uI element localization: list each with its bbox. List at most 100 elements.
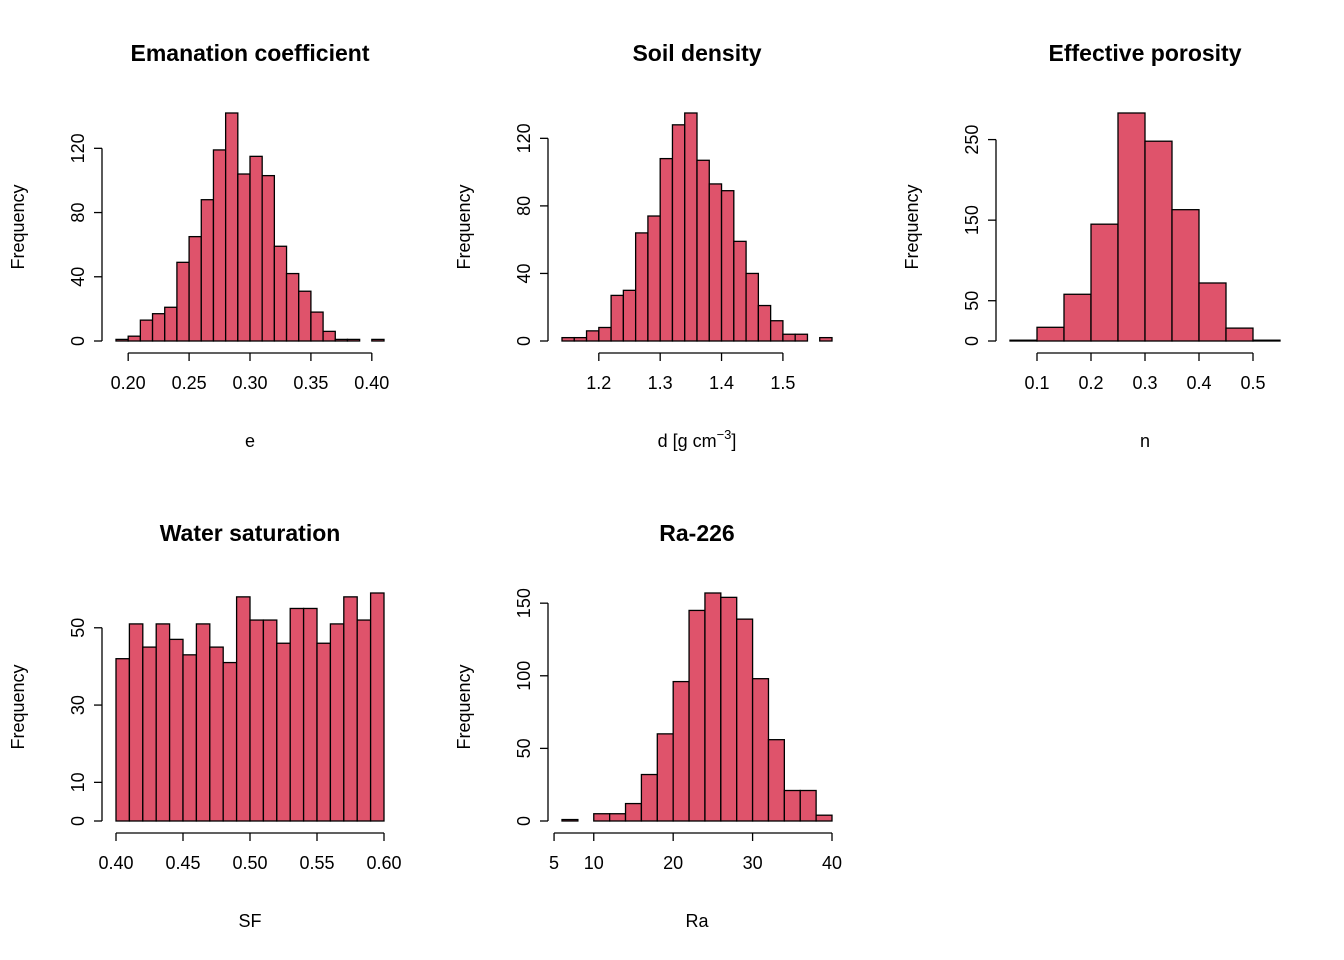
- x-tick-label: 0.30: [232, 373, 267, 393]
- histogram-bar: [1090, 223, 1119, 342]
- histogram-bar: [585, 330, 600, 342]
- histogram-bar: [237, 173, 251, 342]
- histogram-panel-1: Emanation coefficient 0.20 0.25 0.30 0.35 0.4…: [8, 40, 389, 451]
- y-tick-label: 0: [514, 336, 534, 346]
- histogram-bar: [1144, 140, 1173, 342]
- histogram-bar: [356, 619, 372, 822]
- histogram-bar: [708, 183, 723, 342]
- histogram-bar: [139, 319, 154, 342]
- x-tick-label: 0.55: [299, 853, 334, 873]
- histogram-bar: [704, 592, 722, 822]
- histogram-bar: [561, 336, 575, 342]
- panel-title: Effective porosity: [1049, 40, 1242, 66]
- histogram-panel-5: Ra-226 5 10 20 30 40 0 50 100 150 Ra Frequency: [454, 520, 842, 931]
- histogram-bar: [1036, 326, 1065, 342]
- y-tick-label: 0: [514, 816, 534, 826]
- histogram-bar: [608, 813, 627, 822]
- panel-title: Emanation coefficient: [131, 40, 370, 66]
- y-tick-label: 0: [68, 336, 88, 346]
- histogram-bar: [289, 607, 305, 822]
- y-tick-label: 30: [68, 695, 88, 715]
- histogram-bar: [182, 654, 198, 822]
- histogram-bar: [343, 596, 358, 822]
- histogram-bar: [298, 290, 312, 342]
- histogram-bar: [561, 818, 579, 822]
- histogram-bar: [188, 235, 202, 342]
- histogram-bar: [334, 338, 349, 342]
- histogram-bar: [696, 159, 710, 342]
- histogram-bar: [799, 789, 817, 822]
- histogram-bar: [209, 646, 224, 822]
- x-axis-label: Ra: [685, 911, 709, 931]
- histogram-bar: [634, 232, 649, 342]
- histogram-bar: [733, 240, 747, 342]
- y-tick-label: 50: [962, 291, 982, 311]
- histogram-bar: [769, 320, 784, 342]
- histogram-bar: [593, 813, 611, 822]
- y-tick-label: 120: [68, 133, 88, 163]
- x-tick-label: 0.20: [111, 373, 146, 393]
- histogram-bar: [815, 814, 833, 822]
- histogram-bar: [176, 261, 190, 342]
- histogram-bar: [200, 199, 215, 342]
- histogram-bar: [720, 596, 738, 822]
- histogram-bar: [273, 245, 288, 342]
- y-tick-label: 40: [514, 263, 534, 283]
- histogram-bar: [316, 642, 332, 822]
- y-tick-label: 100: [514, 661, 534, 691]
- histogram-bar: [310, 311, 324, 342]
- y-tick-label: 80: [514, 196, 534, 216]
- x-tick-label: 10: [584, 853, 604, 873]
- histogram-bar: [142, 646, 157, 822]
- x-axis-label: SF: [238, 911, 261, 931]
- histogram-bar: [224, 112, 239, 342]
- histogram-bar: [598, 326, 612, 342]
- panel-title: Soil density: [632, 40, 761, 66]
- x-tick-label: 1.4: [709, 373, 734, 393]
- x-tick-label: 1.3: [648, 373, 673, 393]
- histogram-bar: [624, 802, 643, 822]
- panel-title: Ra-226: [659, 520, 734, 546]
- histogram-bar: [249, 619, 265, 822]
- histogram-bar: [1063, 293, 1092, 342]
- histogram-bar: [155, 623, 171, 822]
- y-axis-label: Frequency: [902, 184, 922, 269]
- histogram-bar: [640, 773, 658, 822]
- x-axis-label: n: [1140, 431, 1150, 451]
- histogram-bar: [782, 333, 796, 342]
- histogram-bar: [151, 313, 166, 342]
- histogram-bar: [276, 642, 291, 822]
- x-tick-label: 0.3: [1132, 373, 1157, 393]
- histogram-bar: [261, 174, 276, 342]
- y-tick-label: 10: [68, 772, 88, 792]
- histogram-bar: [1225, 327, 1254, 342]
- y-tick-label: 0: [68, 816, 88, 826]
- x-tick-label: 20: [663, 853, 683, 873]
- histogram-bar: [622, 289, 637, 342]
- histogram-bar: [684, 112, 698, 342]
- histogram-bar: [819, 336, 833, 342]
- y-tick-label: 80: [68, 203, 88, 223]
- histogram-bar: [757, 304, 772, 342]
- x-tick-label: 5: [549, 853, 559, 873]
- histogram-bar: [195, 623, 211, 822]
- x-tick-label: 1.2: [586, 373, 611, 393]
- panel-title: Water saturation: [160, 520, 341, 546]
- y-axis-label: Frequency: [8, 664, 28, 749]
- y-tick-label: 120: [514, 123, 534, 153]
- x-axis-label: e: [245, 431, 255, 451]
- x-tick-label: 0.5: [1240, 373, 1265, 393]
- x-tick-label: 0.40: [98, 853, 133, 873]
- y-tick-label: 250: [962, 125, 982, 155]
- histogram-bar: [212, 149, 227, 342]
- histogram-bar: [302, 607, 318, 822]
- histogram-bar: [164, 306, 178, 342]
- y-axis-label: Frequency: [454, 664, 474, 749]
- x-tick-label: 1.5: [770, 373, 795, 393]
- x-tick-label: 0.60: [366, 853, 401, 873]
- x-tick-label: 40: [822, 853, 842, 873]
- histogram-bar: [369, 592, 385, 822]
- y-tick-label: 150: [962, 205, 982, 235]
- histogram-bar: [168, 638, 184, 822]
- histogram-bar: [1252, 339, 1281, 342]
